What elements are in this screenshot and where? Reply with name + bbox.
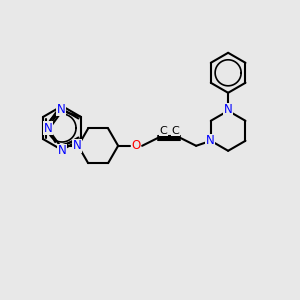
Text: N: N [44, 122, 52, 134]
Text: N: N [73, 139, 82, 152]
Text: C: C [159, 126, 167, 136]
Text: N: N [57, 103, 65, 116]
Text: N: N [58, 145, 66, 158]
Text: O: O [131, 139, 141, 152]
Text: C: C [171, 126, 179, 136]
Text: N: N [224, 103, 233, 116]
Text: N: N [206, 134, 214, 147]
